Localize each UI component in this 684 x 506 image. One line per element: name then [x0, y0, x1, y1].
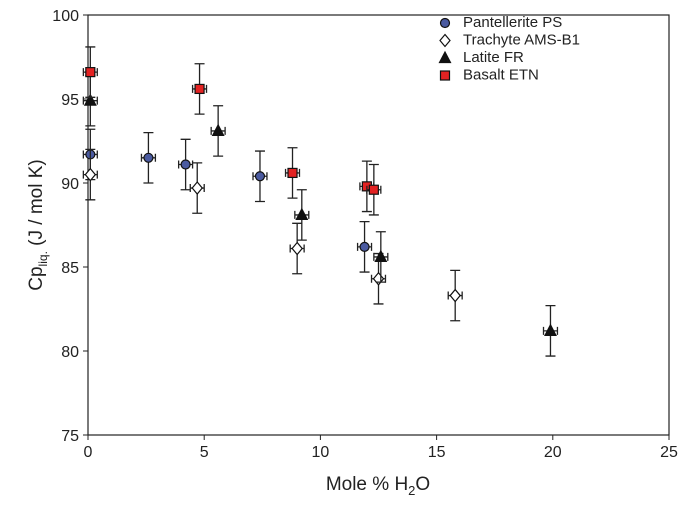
y-tick-label: 95	[61, 92, 79, 109]
legend-label: Trachyte AMS-B1	[463, 31, 580, 48]
point	[84, 167, 97, 182]
point	[83, 93, 97, 106]
y-tick-label: 85	[61, 260, 79, 277]
legend-marker	[438, 50, 452, 64]
point	[374, 249, 388, 263]
point	[543, 323, 557, 336]
point	[449, 288, 461, 303]
point	[191, 181, 204, 195]
point	[287, 167, 298, 179]
x-tick-label: 10	[312, 444, 330, 461]
x-tick-label: 0	[84, 444, 93, 461]
x-label-sub: 2	[408, 483, 415, 498]
legend-label: Pantellerite PS	[463, 14, 562, 31]
y-label-main: Cp	[26, 266, 47, 290]
legend-marker	[439, 33, 451, 48]
y-tick-label: 100	[52, 8, 79, 25]
point	[194, 83, 205, 95]
legend-label: Basalt ETN	[463, 66, 539, 83]
point	[180, 159, 191, 170]
y-label-rest: (J / mol K)	[26, 159, 47, 251]
plot-frame	[87, 14, 670, 436]
x-tick-label: 20	[544, 444, 562, 461]
x-tick-label: 25	[660, 444, 678, 461]
y-axis-label: Cpliq. (J / mol K)	[26, 159, 50, 290]
legend-marker	[439, 70, 451, 81]
point	[372, 271, 385, 286]
point	[143, 152, 154, 163]
point	[295, 207, 309, 221]
point	[85, 67, 96, 78]
y-tick-label: 90	[61, 176, 79, 193]
point	[291, 241, 303, 256]
x-tick-label: 15	[428, 444, 446, 461]
y-label-sub: liq.	[36, 251, 50, 266]
x-label-rest: O	[415, 474, 430, 495]
point	[359, 241, 370, 252]
point	[254, 171, 266, 182]
x-axis-label: Mole % H2O	[326, 474, 430, 498]
point	[211, 123, 225, 137]
legend-marker	[439, 17, 451, 29]
legend-label: Latite FR	[463, 49, 524, 66]
x-label-main: Mole % H	[326, 474, 408, 495]
y-tick-label: 80	[61, 344, 79, 361]
x-tick-label: 5	[200, 444, 209, 461]
y-tick-label: 75	[61, 428, 79, 445]
point	[368, 184, 379, 195]
